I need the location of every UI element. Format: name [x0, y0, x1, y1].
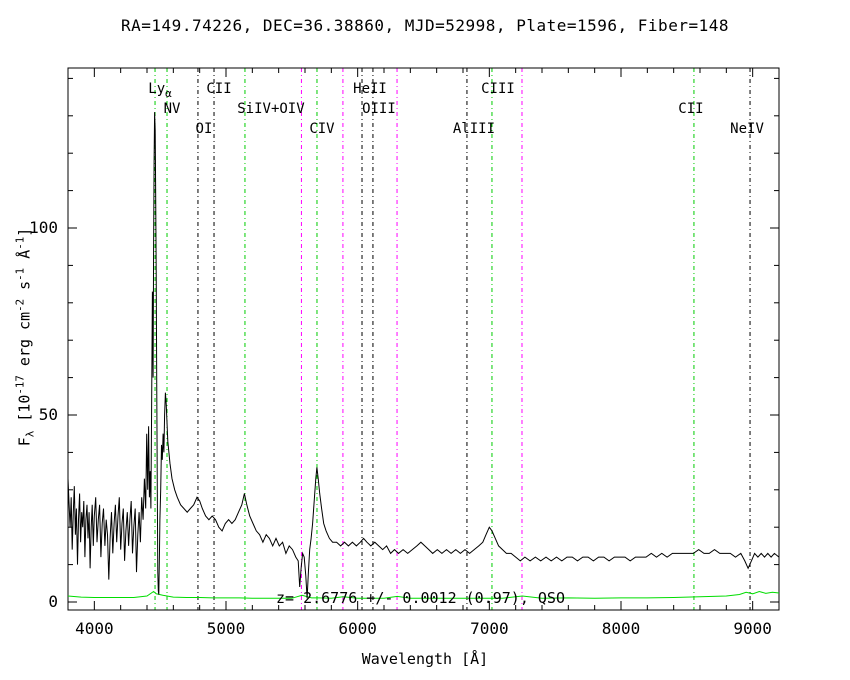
spectrum-trace [67, 112, 780, 599]
x-tick-label: 7000 [470, 619, 509, 638]
line-label: NV [164, 101, 181, 117]
line-label: CIV [309, 121, 335, 137]
error-trace [67, 590, 780, 599]
x-tick-label: 4000 [75, 619, 114, 638]
redshift-annotation: z= 2.6776 +/- 0.0012 (0.97), QSO [276, 589, 565, 607]
line-label: HeII [353, 81, 387, 97]
line-label: NeIV [730, 121, 764, 137]
plot-frame [67, 67, 780, 611]
line-label: CII [206, 81, 231, 97]
line-label: AlIII [453, 121, 495, 137]
x-tick-label: 5000 [207, 619, 246, 638]
x-axis-label: Wavelength [Å] [361, 650, 489, 668]
line-label: OI [196, 121, 213, 137]
y-tick-label: 100 [29, 218, 58, 237]
line-label: SiIV+OIV [237, 101, 305, 117]
line-label: CIII [481, 81, 515, 97]
line-label: OIII [362, 101, 396, 117]
line-label: Lyα [148, 81, 172, 100]
plot-title: RA=149.74226, DEC=36.38860, MJD=52998, P… [121, 16, 729, 35]
y-tick-label: 50 [39, 405, 58, 424]
y-tick-label: 0 [48, 592, 58, 611]
x-tick-label: 8000 [602, 619, 641, 638]
x-tick-label: 9000 [733, 619, 772, 638]
x-tick-label: 6000 [338, 619, 377, 638]
line-label: CII [678, 101, 703, 117]
y-axis-label-text: Fλ [10-17 erg cm-2 s-1 Å-1] [13, 227, 37, 447]
